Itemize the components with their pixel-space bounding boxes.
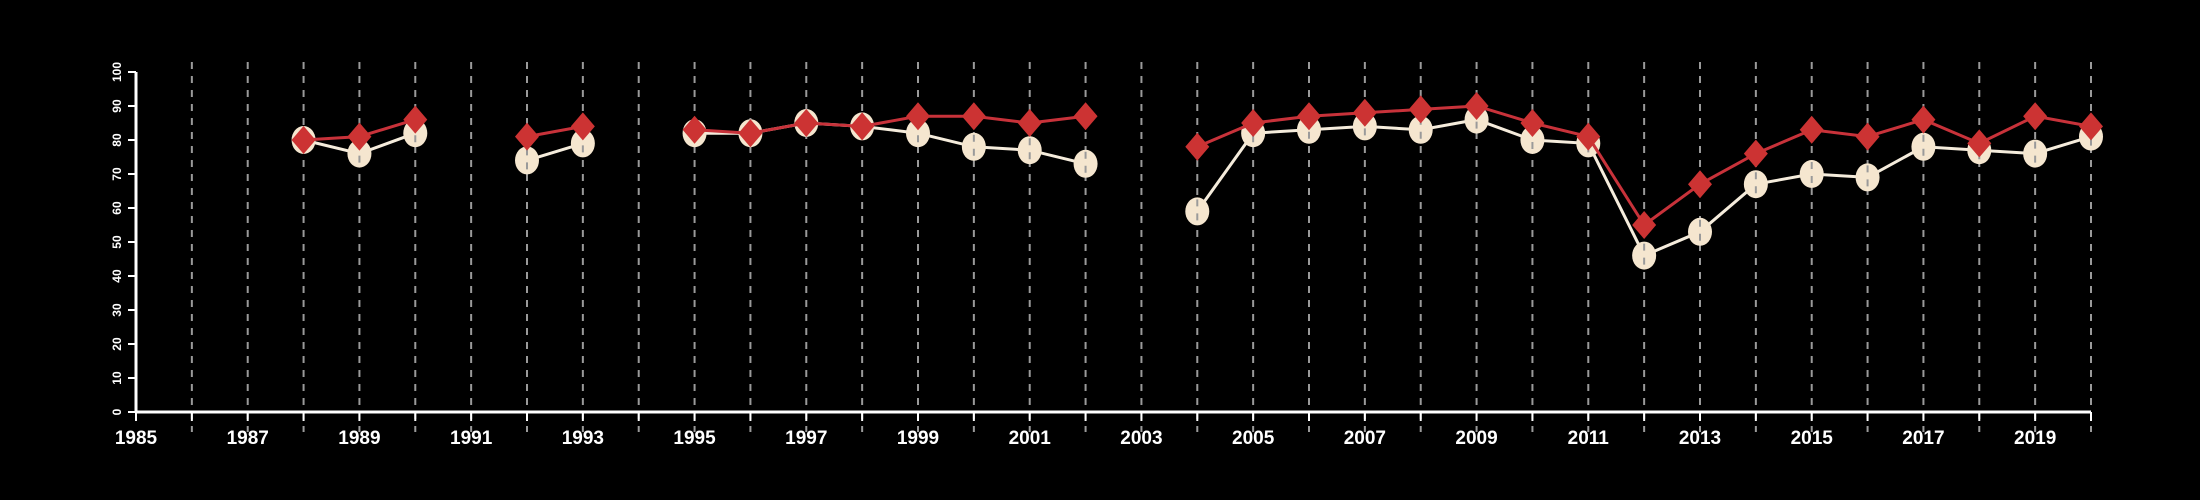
data-point-circle <box>906 119 930 148</box>
data-point-circle <box>1408 115 1433 144</box>
data-point-circle <box>1799 160 1824 188</box>
data-point-diamond <box>515 122 539 151</box>
data-point-diamond <box>2023 102 2048 131</box>
data-point-circle <box>1017 136 1042 165</box>
x-tick-label: 2003 <box>1120 428 1162 449</box>
data-point-diamond <box>1408 95 1433 124</box>
data-point-diamond <box>906 102 930 131</box>
x-tick-label: 2019 <box>2014 428 2056 449</box>
y-tick-label: 90 <box>110 99 124 113</box>
data-point-diamond <box>738 119 763 148</box>
series-layer <box>291 92 2103 270</box>
data-point-diamond <box>1185 132 1210 161</box>
x-tick-label: 2013 <box>1679 428 1721 449</box>
x-tick-label: 2017 <box>1902 428 1944 449</box>
x-tick-label: 2001 <box>1009 428 1052 449</box>
y-tick-label: 50 <box>110 235 124 249</box>
x-tick-label: 1999 <box>897 428 939 449</box>
y-tick-label: 10 <box>110 371 124 385</box>
x-tick-label: 1991 <box>450 428 493 449</box>
data-point-circle <box>1688 217 1712 246</box>
x-tick-label: 1995 <box>673 428 716 449</box>
data-point-circle <box>570 129 595 158</box>
data-point-diamond <box>1017 109 1042 137</box>
data-point-circle <box>1911 132 1936 161</box>
data-point-diamond <box>1576 122 1601 151</box>
data-point-circle <box>961 132 986 161</box>
data-point-circle <box>515 146 539 175</box>
y-tick-label: 0 <box>110 408 124 415</box>
data-point-circle <box>2023 139 2048 168</box>
data-point-diamond <box>1297 102 1321 131</box>
x-tick-label: 1987 <box>227 428 269 449</box>
data-point-circle <box>1743 170 1768 199</box>
x-tick-label: 2011 <box>1568 428 1610 449</box>
data-point-diamond <box>1073 102 1098 131</box>
data-point-diamond <box>291 126 316 154</box>
data-point-diamond <box>1352 98 1377 127</box>
data-point-circle <box>1855 163 1880 192</box>
data-point-diamond <box>1464 92 1489 120</box>
data-point-diamond <box>1688 170 1712 199</box>
data-point-diamond <box>347 122 372 151</box>
y-tick-label: 20 <box>110 337 124 351</box>
data-point-diamond <box>682 115 707 144</box>
data-point-diamond <box>403 105 428 134</box>
x-tick-label: 1997 <box>785 428 827 449</box>
data-point-diamond <box>1799 115 1824 144</box>
data-point-diamond <box>1967 129 1992 158</box>
x-tick-label: 2005 <box>1232 428 1275 449</box>
data-point-diamond <box>570 112 595 141</box>
y-tick-label: 100 <box>110 62 124 82</box>
x-tick-label: 2015 <box>1791 428 1834 449</box>
series-diamond <box>291 92 2103 239</box>
x-tick-label: 2009 <box>1455 428 1497 449</box>
data-point-diamond <box>850 112 875 141</box>
gridlines <box>190 62 2092 432</box>
x-tick-label: 1989 <box>338 428 380 449</box>
x-tick-label: 1993 <box>562 428 604 449</box>
data-point-circle <box>1185 197 1210 226</box>
data-point-diamond <box>1911 105 1936 134</box>
data-point-circle <box>1520 126 1545 154</box>
data-point-diamond <box>794 109 819 137</box>
data-point-diamond <box>961 102 986 131</box>
data-point-diamond <box>1241 109 1266 137</box>
data-point-diamond <box>1743 139 1768 168</box>
data-point-circle <box>1073 149 1098 178</box>
y-tick-label: 30 <box>110 303 124 317</box>
data-point-circle <box>347 139 372 168</box>
y-tick-label: 70 <box>110 167 124 181</box>
data-point-circle <box>1632 241 1657 270</box>
x-tick-label: 2007 <box>1344 428 1386 449</box>
data-point-diamond <box>1855 122 1880 151</box>
axes: 0 10 20 30 40 50 60 70 80 90 100 1985 1987 1989 1991 19… <box>110 62 2092 449</box>
x-tick-label: 1985 <box>115 428 158 449</box>
y-tick-label: 40 <box>110 269 124 283</box>
data-point-diamond <box>1632 211 1657 239</box>
y-tick-label: 60 <box>110 201 124 215</box>
data-point-diamond <box>1520 109 1545 137</box>
data-point-diamond <box>2079 112 2103 141</box>
y-tick-label: 80 <box>110 133 124 147</box>
